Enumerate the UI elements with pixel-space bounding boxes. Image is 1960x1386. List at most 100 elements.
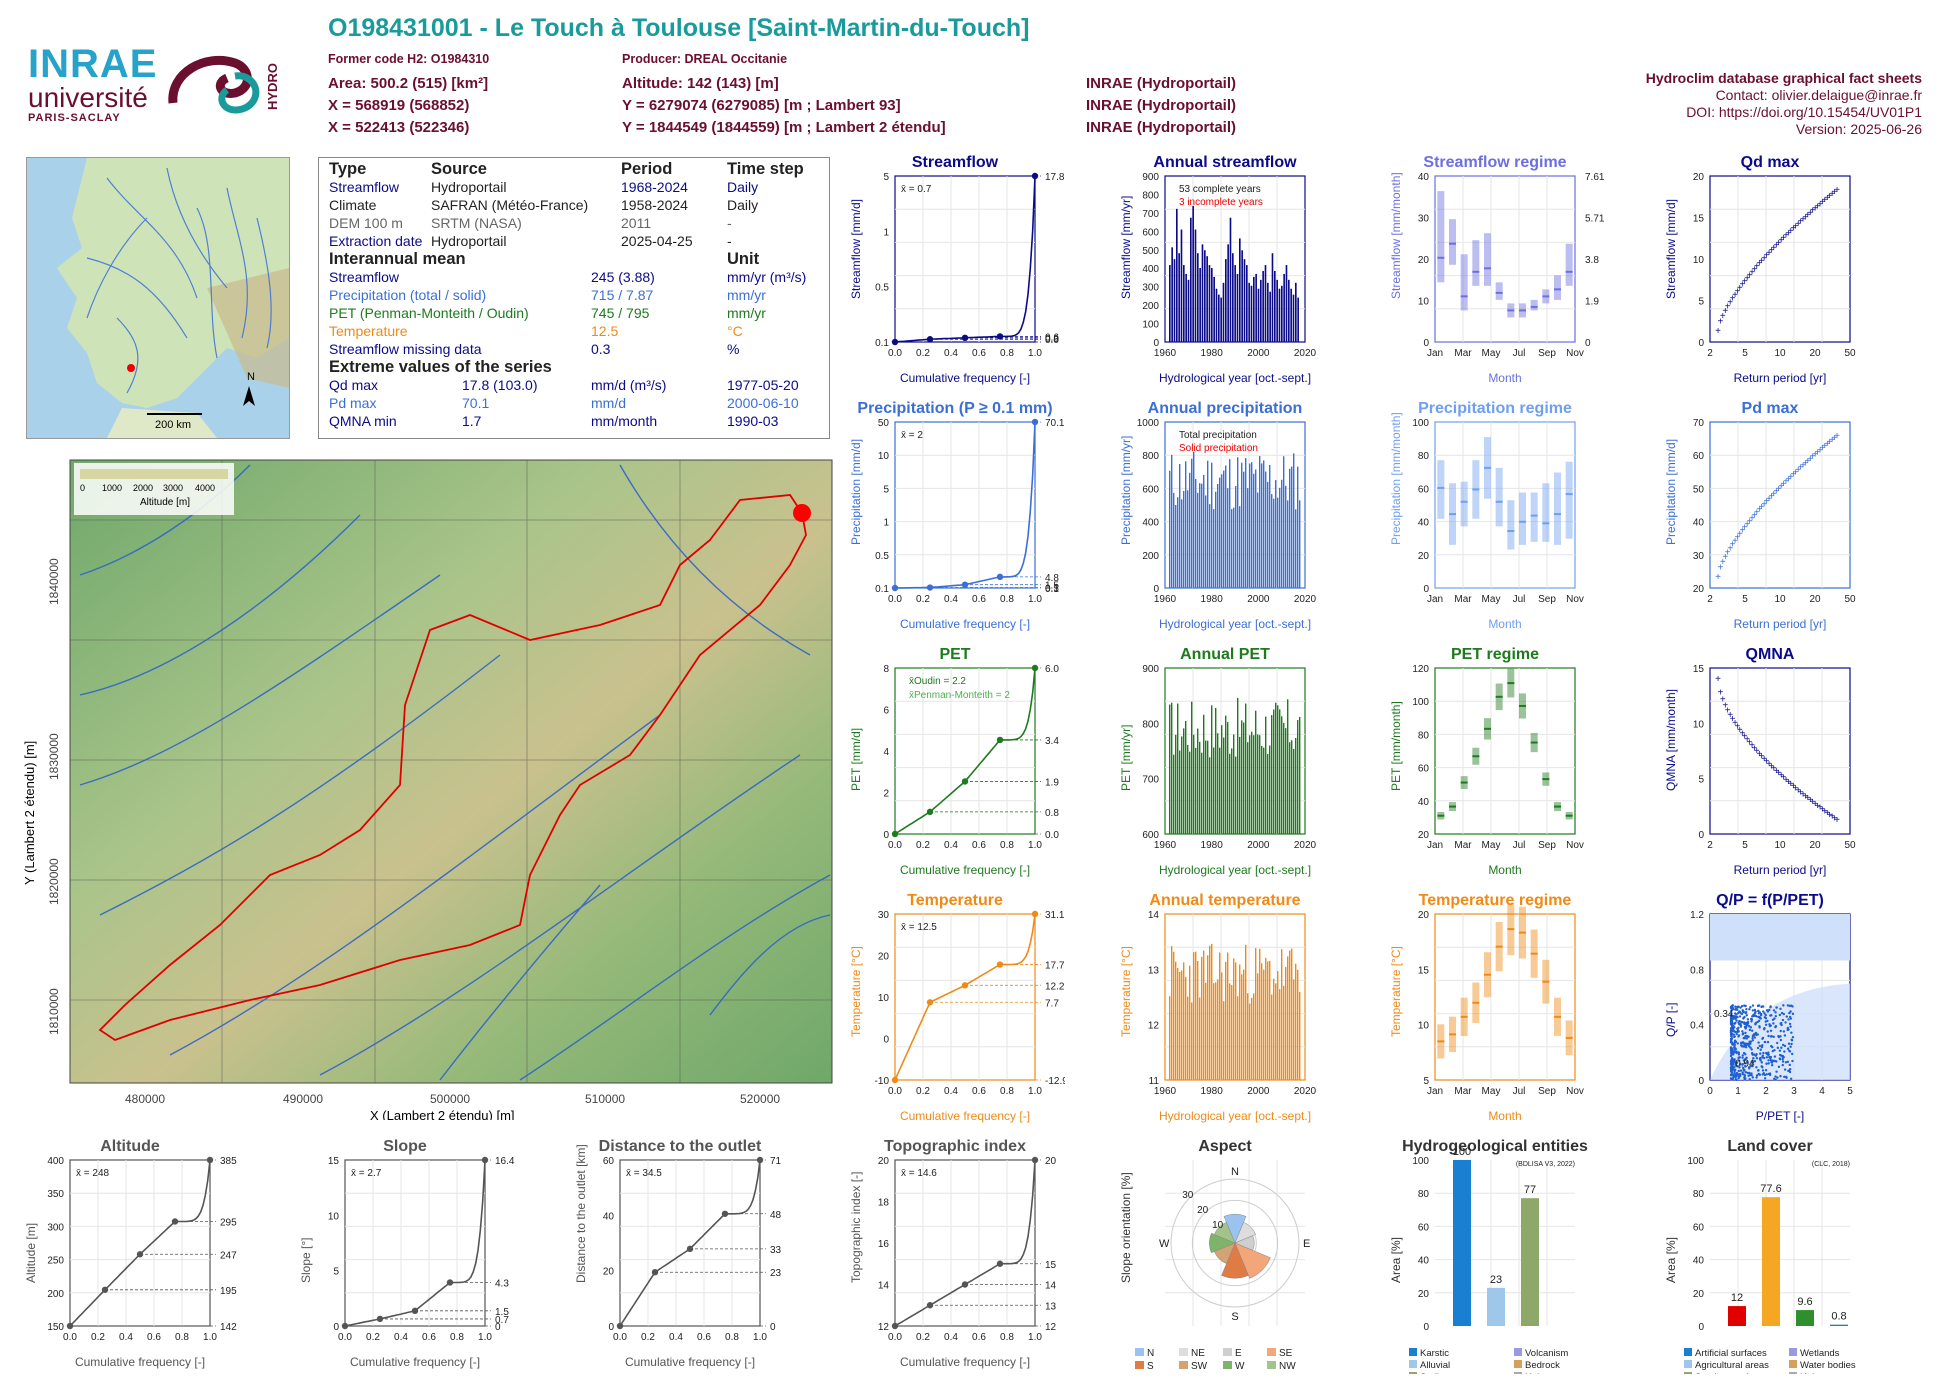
x-axis-label: Hydrological year [oct.-sept.] <box>1159 1109 1311 1123</box>
data-label: 77 <box>1524 1184 1536 1196</box>
scale-label: 200 km <box>155 419 191 431</box>
data-point <box>1751 1015 1754 1018</box>
box <box>1554 275 1561 300</box>
legend-item: Agricultural areas <box>1695 1360 1769 1371</box>
bar <box>1201 244 1204 342</box>
data-point <box>1734 1005 1737 1008</box>
legend-swatch <box>1179 1348 1188 1356</box>
data-point <box>1763 1077 1767 1080</box>
bar <box>1277 705 1279 834</box>
data-point <box>1772 1022 1775 1025</box>
row-type: Streamflow <box>329 179 400 195</box>
panel-title: Q/P = f(P/PET) <box>1716 892 1824 909</box>
data-point: + <box>1771 489 1777 500</box>
data-point <box>1773 1055 1777 1058</box>
x-tick-label: 2000 <box>1247 594 1270 605</box>
bar <box>1211 943 1213 1080</box>
bar <box>1231 509 1233 588</box>
right-tick-label: 5.71 <box>1585 214 1605 225</box>
data-point <box>1788 1004 1791 1008</box>
data-point <box>1733 1058 1736 1061</box>
data-point <box>1749 1073 1752 1077</box>
x-axis-label: Cumulative frequency [-] <box>900 1355 1030 1369</box>
y-tick-label: 0 <box>1698 1076 1704 1087</box>
db-title: Hydroclim database graphical fact sheets <box>1645 70 1922 86</box>
map-ytick: 1820000 <box>47 858 61 905</box>
bar <box>1250 285 1253 342</box>
y-tick-label: 50 <box>878 418 890 429</box>
rose-sector <box>1223 1213 1247 1244</box>
bar <box>1271 253 1274 342</box>
data-point <box>1741 1056 1744 1059</box>
data-point <box>1763 1040 1767 1044</box>
x-tick-label: Mar <box>1454 594 1472 605</box>
map-xtick: 500000 <box>430 1092 470 1106</box>
x-tick-label: Jul <box>1513 594 1526 605</box>
y-tick-label: 200 <box>1142 551 1159 562</box>
data-point <box>1744 1045 1748 1049</box>
data-point <box>1753 1059 1757 1063</box>
data-label: 100 <box>1453 1146 1471 1158</box>
x-axis-label: Month <box>1488 1109 1521 1123</box>
y-axis-label: Q/P [-] <box>1664 1003 1678 1037</box>
data-point: + <box>1727 710 1733 721</box>
y-tick-label: 80 <box>1418 1189 1430 1200</box>
bar <box>1261 963 1263 1080</box>
data-point <box>1738 1019 1741 1023</box>
data-point <box>1740 1041 1743 1044</box>
data-point <box>1731 1007 1735 1011</box>
x-tick-label: Jan <box>1427 348 1443 359</box>
x-tick-label: 0.2 <box>916 840 930 851</box>
data-point <box>1784 1075 1788 1078</box>
y-axis-label: Slope [°] <box>299 1238 313 1284</box>
right-tick-label: 0 <box>1585 338 1591 349</box>
data-point: + <box>1718 688 1724 699</box>
bar <box>1299 991 1301 1080</box>
mean-label: x̄ = 248 <box>76 1168 110 1179</box>
legend-item: E <box>1235 1348 1242 1359</box>
data-point <box>1764 1068 1768 1072</box>
x-tick-label: 0.6 <box>147 1332 161 1343</box>
data-point <box>1757 1041 1760 1044</box>
location-map: 200 km N <box>26 157 290 439</box>
data-point <box>1766 1010 1770 1013</box>
data-point <box>1729 1020 1733 1024</box>
x-tick-label: 0.2 <box>366 1332 380 1343</box>
bar <box>1187 996 1189 1080</box>
bar <box>1271 715 1273 834</box>
plot-frame <box>344 1159 486 1327</box>
data-point <box>1786 1047 1790 1050</box>
data-point <box>1773 1077 1776 1081</box>
data-point <box>1730 1012 1733 1015</box>
data-point <box>1755 1076 1758 1079</box>
producer: Producer: DREAL Occitanie <box>622 52 788 66</box>
bar <box>1289 468 1291 588</box>
panel-title: Qd max <box>1741 154 1800 171</box>
y-tick-label: 14 <box>878 1281 890 1292</box>
bar <box>1187 744 1189 834</box>
data-point <box>1757 1012 1761 1015</box>
temp-fdc-chart: Temperature Temperature [°C] Cumulative fr… <box>849 892 1065 1123</box>
y-axis-label: Temperature [°C] <box>1389 946 1403 1037</box>
y-axis-label: PET [mm/month] <box>1389 701 1403 791</box>
y-axis-label: Precipitation [mm/d] <box>1664 439 1678 545</box>
data-point <box>1733 1044 1736 1048</box>
data-point <box>1764 1013 1767 1017</box>
y-tick-label: 6 <box>883 706 889 717</box>
data-point <box>1764 1023 1768 1026</box>
bar <box>1199 741 1201 834</box>
bar <box>1239 964 1241 1080</box>
data-point: + <box>1730 294 1736 305</box>
box <box>1530 299 1538 311</box>
data-point <box>1785 1015 1788 1018</box>
ring-label: 10 <box>1212 1220 1224 1231</box>
data-point <box>1737 1075 1741 1079</box>
data-point <box>1744 1065 1747 1068</box>
x-axis-label: Return period [yr] <box>1734 863 1827 877</box>
mean-unit: % <box>727 341 740 357</box>
x-tick-label: 0.6 <box>697 1332 711 1343</box>
y-tick-label: 0.5 <box>875 283 889 294</box>
panel-title: Annual streamflow <box>1153 154 1297 171</box>
x-tick-label: 0.8 <box>450 1332 464 1343</box>
temp-regime-chart: Temperature regime Temperature [°C] Month 5… <box>1389 892 1584 1123</box>
